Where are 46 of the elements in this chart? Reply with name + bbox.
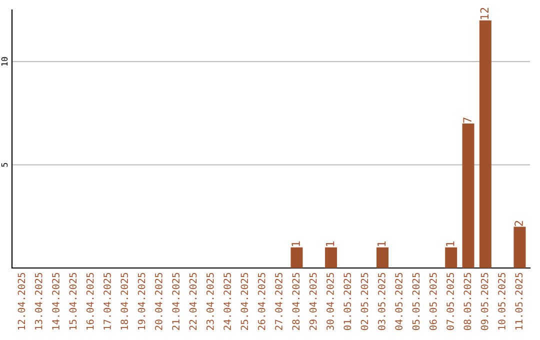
x-tick-label: 14.04.2025 xyxy=(52,272,60,330)
x-tick-label: 23.04.2025 xyxy=(206,272,214,330)
x-tick-label: 19.04.2025 xyxy=(138,272,146,330)
x-tick-label: 16.04.2025 xyxy=(86,272,94,330)
bar xyxy=(514,226,526,268)
x-tick-label: 15.04.2025 xyxy=(69,272,77,330)
x-tick-label: 18.04.2025 xyxy=(120,272,128,330)
x-tick-label: 11.05.2025 xyxy=(515,272,523,330)
x-tick-label: 20.04.2025 xyxy=(155,272,162,330)
x-tick-label: 27.04.2025 xyxy=(275,272,282,330)
x-tick-label: 30.04.2025 xyxy=(326,272,334,330)
x-tick-label: 02.05.2025 xyxy=(360,272,368,330)
x-tick-label: 09.05.2025 xyxy=(480,272,488,330)
data-label: 1 xyxy=(326,241,334,246)
data-label: 2 xyxy=(514,220,523,226)
x-tick-label: 26.04.2025 xyxy=(258,272,266,330)
bar xyxy=(445,247,458,268)
x-tick-label: 03.05.2025 xyxy=(378,272,386,330)
y-tick-label: 10 xyxy=(1,57,8,66)
bar xyxy=(462,124,474,268)
x-tick-label: 10.05.2025 xyxy=(498,272,506,330)
x-tick-label: 04.05.2025 xyxy=(395,272,402,330)
x-tick-label: 08.05.2025 xyxy=(464,272,472,330)
x-tick-label: 01.05.2025 xyxy=(344,272,352,330)
x-tick-label: 21.04.2025 xyxy=(172,272,180,330)
data-label: 1 xyxy=(377,241,386,246)
x-tick-label: 28.04.2025 xyxy=(292,272,300,330)
bar xyxy=(325,247,338,268)
y-tick-label: 5 xyxy=(1,162,8,167)
x-tick-label: 17.04.2025 xyxy=(104,272,111,330)
data-label: 1 xyxy=(292,241,300,246)
x-tick-label: 25.04.2025 xyxy=(240,272,248,330)
data-label: 1 xyxy=(446,241,454,246)
x-tick-label: 12.04.2025 xyxy=(18,272,26,330)
bar xyxy=(479,20,492,268)
bar xyxy=(376,247,388,268)
x-tick-label: 07.05.2025 xyxy=(446,272,454,330)
x-tick-label: 06.05.2025 xyxy=(429,272,437,330)
x-tick-label: 24.04.2025 xyxy=(224,272,231,330)
x-tick-label: 13.04.2025 xyxy=(34,272,42,330)
x-tick-label: 22.04.2025 xyxy=(189,272,197,330)
data-label: 12 xyxy=(480,8,488,19)
x-tick-label: 29.04.2025 xyxy=(309,272,317,330)
data-label: 7 xyxy=(463,118,472,123)
bar xyxy=(290,247,303,268)
x-tick-label: 05.05.2025 xyxy=(412,272,420,330)
